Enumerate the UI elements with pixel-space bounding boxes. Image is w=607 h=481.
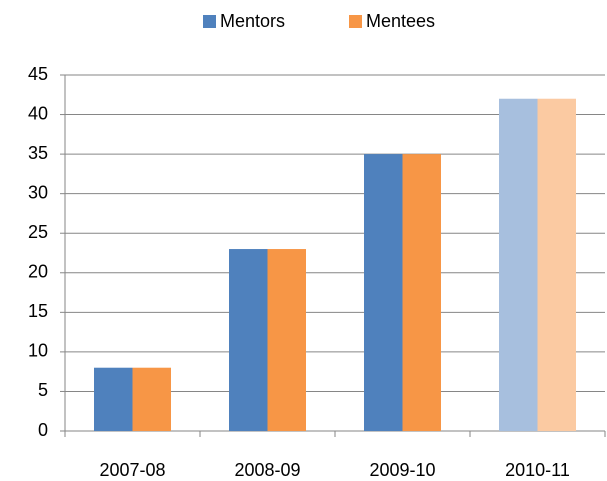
y-tick-label: 45 — [28, 64, 48, 84]
legend-swatch — [349, 15, 362, 28]
legend-label: Mentees — [366, 11, 435, 31]
y-tick-label: 20 — [28, 262, 48, 282]
legend-label: Mentors — [220, 11, 285, 31]
y-tick-label: 25 — [28, 222, 48, 242]
bar — [267, 249, 306, 431]
bar — [94, 367, 133, 431]
y-tick-label: 40 — [28, 103, 48, 123]
bar — [229, 249, 268, 431]
y-tick-label: 15 — [28, 301, 48, 321]
bar — [499, 98, 538, 431]
x-tick-label: 2007-08 — [99, 460, 165, 480]
y-tick-label: 30 — [28, 182, 48, 202]
x-tick-label: 2009-10 — [369, 460, 435, 480]
bar — [402, 154, 441, 431]
bar — [537, 98, 576, 431]
y-tick-label: 10 — [28, 341, 48, 361]
x-tick-label: 2010-11 — [505, 460, 570, 480]
y-tick-label: 0 — [38, 420, 48, 440]
bar — [132, 367, 171, 431]
legend-swatch — [203, 15, 216, 28]
y-tick-label: 5 — [38, 380, 48, 400]
y-tick-label: 35 — [28, 143, 48, 163]
bar — [364, 154, 403, 431]
x-tick-label: 2008-09 — [234, 460, 300, 480]
